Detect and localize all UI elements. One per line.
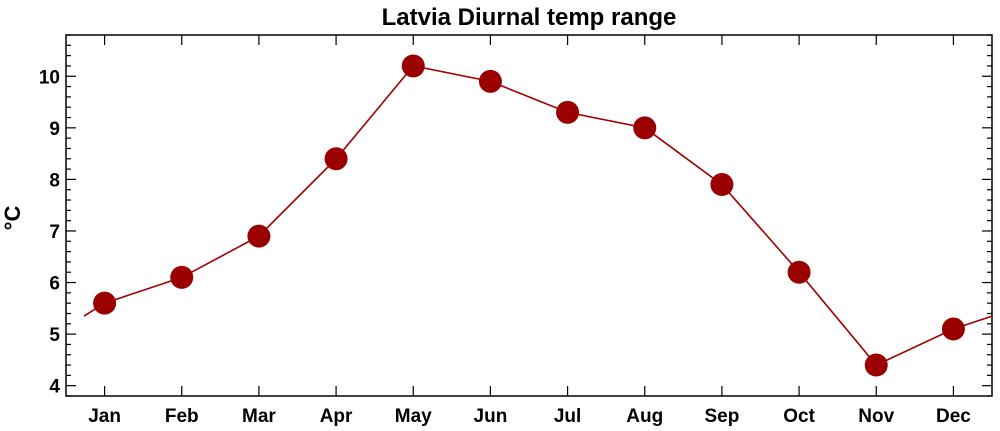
data-point bbox=[633, 116, 657, 140]
chart-title: Latvia Diurnal temp range bbox=[382, 4, 677, 31]
data-point bbox=[478, 69, 502, 93]
y-axis-label: °C bbox=[0, 206, 25, 231]
data-point bbox=[324, 147, 348, 171]
x-tick-label: Jan bbox=[88, 406, 121, 427]
y-tick-label: 5 bbox=[49, 325, 60, 346]
data-point bbox=[710, 173, 734, 197]
y-tick-label: 6 bbox=[49, 274, 60, 295]
data-point bbox=[93, 291, 117, 315]
plot-frame bbox=[65, 34, 993, 397]
series-line bbox=[83, 65, 993, 367]
x-tick-label: Aug bbox=[626, 406, 663, 427]
x-tick-label: Apr bbox=[320, 406, 353, 427]
y-tick-label: 8 bbox=[49, 170, 60, 191]
x-tick-label: Nov bbox=[858, 406, 894, 427]
x-tick-label: Sep bbox=[704, 406, 739, 427]
y-tick-label: 10 bbox=[39, 67, 60, 88]
data-point bbox=[941, 317, 965, 341]
x-tick-label: Mar bbox=[242, 406, 276, 427]
y-tick-label: 9 bbox=[49, 119, 60, 140]
data-point bbox=[401, 54, 425, 78]
data-point bbox=[864, 353, 888, 377]
data-point bbox=[787, 260, 811, 284]
x-tick-label: Jul bbox=[554, 406, 581, 427]
data-point bbox=[170, 265, 194, 289]
y-tick-label: 7 bbox=[49, 222, 60, 243]
x-tick-label: Dec bbox=[936, 406, 971, 427]
plot-area: 4 5 6 7 8 9 10 Jan Feb Mar Apr May Jun Jul Aug Sep Oct No… bbox=[39, 34, 993, 427]
y-tick-label: 4 bbox=[49, 377, 60, 398]
x-tick-label: Feb bbox=[165, 406, 199, 427]
data-point bbox=[556, 100, 580, 124]
x-tick-label: Oct bbox=[783, 406, 815, 427]
x-tick-label: Jun bbox=[474, 406, 508, 427]
data-point bbox=[247, 224, 271, 248]
x-tick-label: May bbox=[395, 406, 432, 427]
